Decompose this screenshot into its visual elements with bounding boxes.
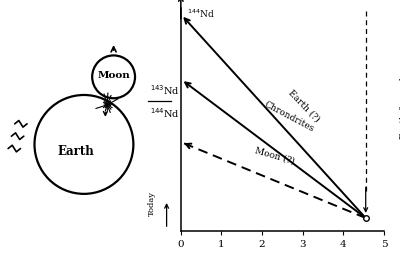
Text: $^{144}$Nd: $^{144}$Nd xyxy=(150,106,180,120)
Text: Earth: Earth xyxy=(57,144,94,157)
Text: Moon (?): Moon (?) xyxy=(254,146,296,165)
Text: Today: Today xyxy=(148,191,156,216)
Text: $^{143}$Nd: $^{143}$Nd xyxy=(150,83,180,97)
Text: $^{144}$Nd: $^{144}$Nd xyxy=(187,8,215,20)
Text: Earth (?): Earth (?) xyxy=(286,89,321,124)
Text: Chrondrites: Chrondrites xyxy=(262,100,315,134)
Text: Moon: Moon xyxy=(97,71,130,80)
